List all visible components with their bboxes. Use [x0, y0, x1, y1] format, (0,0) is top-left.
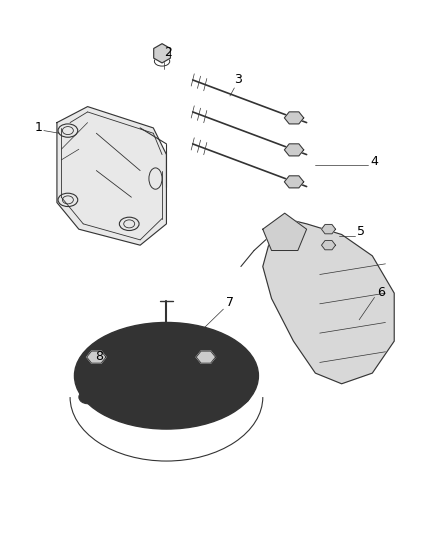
Ellipse shape — [79, 390, 96, 404]
Polygon shape — [263, 219, 394, 384]
Text: 1: 1 — [35, 120, 43, 134]
Polygon shape — [321, 240, 336, 250]
Ellipse shape — [210, 340, 228, 353]
Text: 4: 4 — [370, 155, 378, 168]
Text: 5: 5 — [357, 224, 365, 238]
Ellipse shape — [158, 336, 175, 352]
Ellipse shape — [151, 341, 182, 368]
Polygon shape — [321, 224, 336, 234]
Polygon shape — [87, 351, 106, 363]
Polygon shape — [284, 144, 304, 156]
Ellipse shape — [158, 415, 175, 427]
Text: 8: 8 — [95, 350, 103, 363]
Ellipse shape — [232, 390, 250, 404]
Ellipse shape — [199, 351, 213, 363]
Ellipse shape — [89, 351, 103, 363]
Polygon shape — [263, 213, 307, 251]
Text: 2: 2 — [164, 46, 172, 59]
Ellipse shape — [74, 322, 258, 429]
Ellipse shape — [161, 328, 172, 338]
Text: 7: 7 — [226, 296, 233, 310]
Polygon shape — [284, 176, 304, 188]
Text: 3: 3 — [234, 72, 242, 86]
Polygon shape — [57, 107, 166, 245]
Polygon shape — [196, 351, 215, 363]
Polygon shape — [154, 44, 170, 63]
Polygon shape — [284, 112, 304, 124]
Text: 6: 6 — [378, 286, 385, 299]
